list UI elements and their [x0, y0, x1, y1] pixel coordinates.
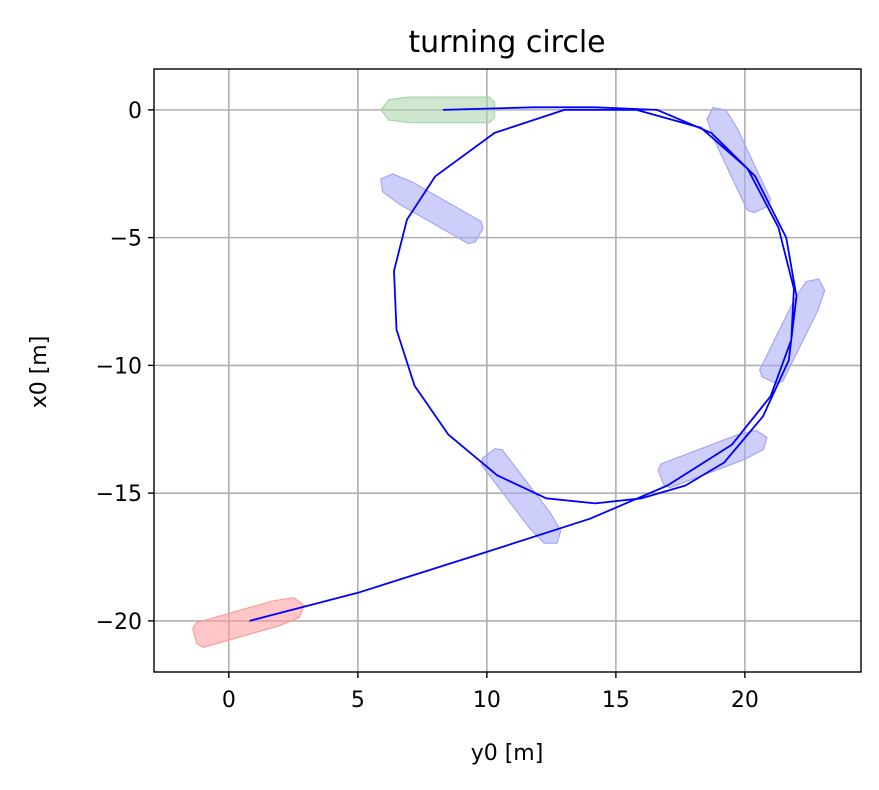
plot-frame — [153, 68, 862, 673]
y-axis-label: x0 [m] — [27, 336, 52, 409]
axis-ticks: 0 5 10 15 20 0 −5 −10 −15 −20 — [96, 99, 759, 713]
ship-intermediate — [657, 429, 768, 489]
grid — [154, 69, 861, 672]
x-axis-label: y0 [m] — [471, 741, 544, 766]
trajectory — [249, 106, 798, 622]
ship-outlines — [192, 96, 826, 648]
x-tick-label: 15 — [602, 688, 630, 713]
y-tick-label: −5 — [110, 227, 142, 252]
ship-intermediate — [480, 448, 562, 544]
y-tick-label: −10 — [96, 354, 142, 379]
x-tick-label: 10 — [473, 688, 501, 713]
y-tick-label: −15 — [96, 482, 142, 507]
chart-title: turning circle — [408, 25, 605, 60]
trajectory-line — [249, 106, 798, 622]
ship-intermediate — [380, 173, 484, 245]
ship-end — [380, 96, 496, 124]
y-tick-label: −20 — [96, 610, 142, 635]
x-tick-label: 5 — [351, 688, 365, 713]
x-tick-label: 20 — [731, 688, 759, 713]
y-tick-label: 0 — [128, 99, 142, 124]
ship-start — [192, 597, 305, 648]
x-tick-label: 0 — [222, 688, 236, 713]
